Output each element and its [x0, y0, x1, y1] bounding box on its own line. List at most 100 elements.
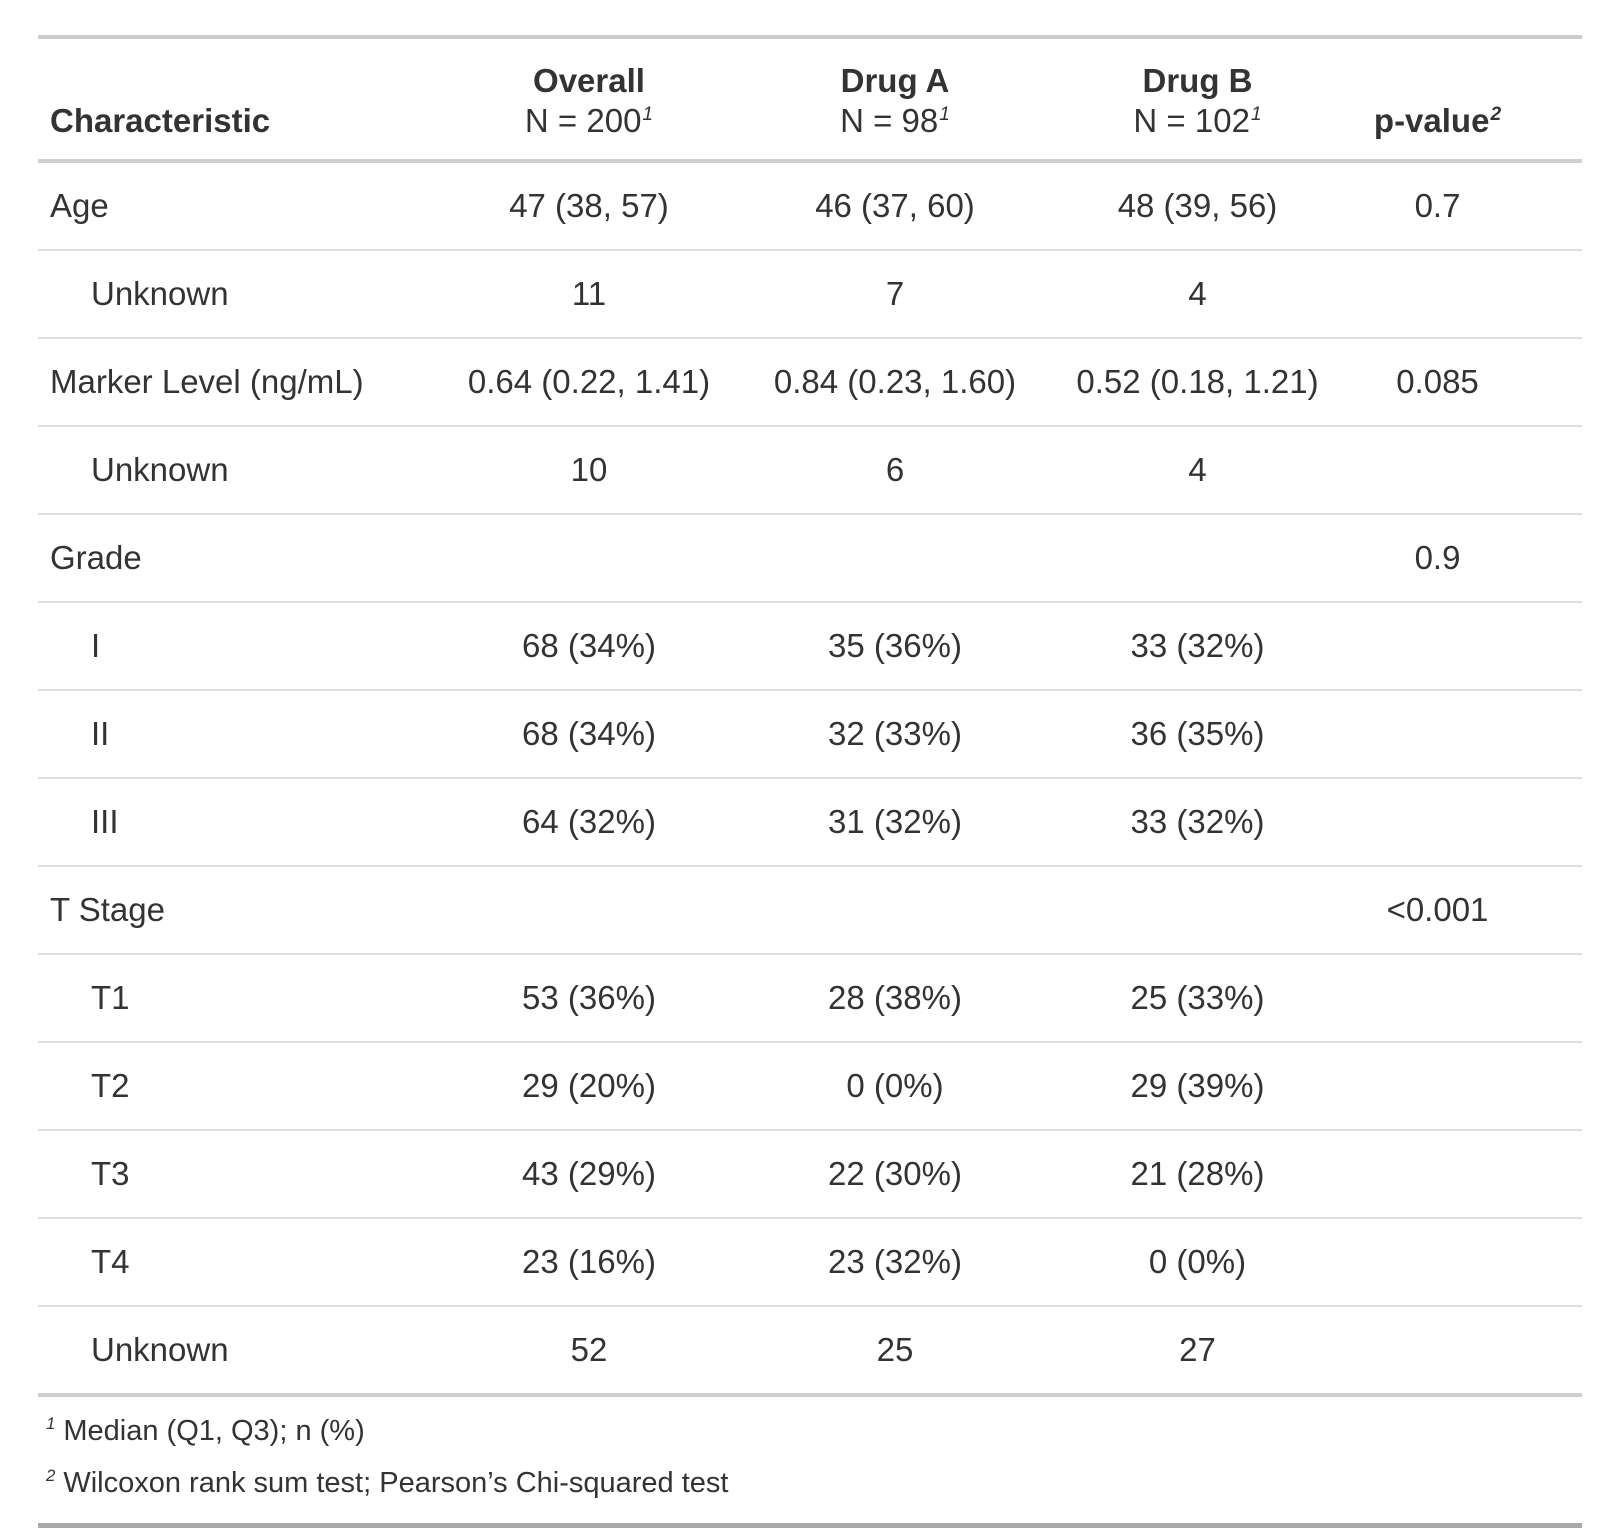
- overall-value-cell: 52: [570, 1331, 608, 1368]
- table-row: Unknown 52 25 27: [38, 1306, 1582, 1393]
- row-label-cell: Unknown: [91, 1331, 229, 1368]
- overall-value-cell: 53 (36%): [438, 954, 740, 1043]
- drug-b-value-cell: 0 (0%): [1050, 1218, 1345, 1307]
- drug-b-value-cell: 27: [1179, 1331, 1216, 1368]
- table-row: Marker Level (ng/mL) 0.64 (0.22, 1.41) 0…: [38, 338, 1582, 427]
- drug-a-value-cell: 28 (38%): [740, 954, 1050, 1043]
- p-value-cell: [1345, 602, 1582, 691]
- overall-value-cell: 68 (34%): [438, 690, 740, 779]
- p-value-cell: <0.001: [1345, 866, 1582, 955]
- overall-value-cell: 47 (38, 57): [438, 161, 740, 251]
- column-header-p-value-label: p-value: [1373, 102, 1490, 139]
- row-label-cell: T2: [38, 1042, 438, 1131]
- table-header: Characteristic Overall N = 2001 Drug A N…: [38, 39, 1582, 163]
- drug-b-value-cell: [1050, 866, 1345, 955]
- column-header-characteristic: Characteristic: [38, 39, 438, 163]
- footnote: 2 Wilcoxon rank sum test; Pearson’s Chi-s…: [46, 1457, 1570, 1509]
- p-value-cell: [1345, 1306, 1582, 1393]
- row-label-cell: III: [38, 778, 438, 867]
- row-label-cell: Unknown: [38, 426, 438, 515]
- footnotes: 1 Median (Q1, Q3); n (%) 2 Wilcoxon rank su…: [38, 1393, 1582, 1523]
- column-header-drug-b: Drug B N = 1021: [1050, 39, 1345, 163]
- column-header-drug-a-n: N = 981: [840, 102, 950, 139]
- overall-value-cell: [438, 866, 740, 955]
- overall-value-cell: 68 (34%): [438, 602, 740, 691]
- drug-a-value-cell: 31 (32%): [740, 778, 1050, 867]
- overall-value-cell: 11: [438, 250, 740, 339]
- drug-a-value-cell: 46 (37, 60): [740, 161, 1050, 251]
- overall-value-cell: 29 (20%): [438, 1042, 740, 1131]
- p-value-cell: 0.085: [1345, 338, 1582, 427]
- column-header-p-value: p-value2: [1345, 39, 1582, 163]
- p-value-cell: [1345, 250, 1582, 339]
- column-header-characteristic-label: Characteristic: [50, 102, 271, 139]
- footnote-text: Wilcoxon rank sum test; Pearson’s Chi-sq…: [63, 1467, 729, 1499]
- table-row: Unknown 11 7 4: [38, 250, 1582, 339]
- footnote-marker: 2: [1490, 104, 1502, 125]
- drug-a-value-cell: [740, 514, 1050, 603]
- summary-table: Characteristic Overall N = 2001 Drug A N…: [38, 39, 1582, 1393]
- footnote-marker: 1: [1250, 104, 1262, 125]
- overall-value-cell: 23 (16%): [438, 1218, 740, 1307]
- overall-value-cell: 10: [438, 426, 740, 515]
- overall-value-cell: 0.64 (0.22, 1.41): [438, 338, 740, 427]
- column-header-overall: Overall N = 2001: [438, 39, 740, 163]
- p-value-cell: 0.9: [1345, 514, 1582, 603]
- row-label-cell: T4: [38, 1218, 438, 1307]
- drug-b-value-cell: 48 (39, 56): [1050, 161, 1345, 251]
- row-label-cell: T1: [38, 954, 438, 1043]
- drug-a-value-cell: 0.84 (0.23, 1.60): [740, 338, 1050, 427]
- column-header-drug-a-title: Drug A: [840, 62, 950, 99]
- drug-b-value-cell: 29 (39%): [1050, 1042, 1345, 1131]
- drug-a-value-cell: 23 (32%): [740, 1218, 1050, 1307]
- table-row: T Stage <0.001: [38, 866, 1582, 955]
- drug-b-value-cell: 4: [1050, 250, 1345, 339]
- p-value-cell: [1345, 1218, 1582, 1307]
- table-row: III 64 (32%) 31 (32%) 33 (32%): [38, 778, 1582, 867]
- table-row: T4 23 (16%) 23 (32%) 0 (0%): [38, 1218, 1582, 1307]
- footnote-marker: 1: [46, 1414, 56, 1434]
- row-label-cell: T3: [38, 1130, 438, 1219]
- table-row: II 68 (34%) 32 (33%) 36 (35%): [38, 690, 1582, 779]
- table-row: I 68 (34%) 35 (36%) 33 (32%): [38, 602, 1582, 691]
- row-label-cell: T Stage: [38, 866, 438, 955]
- footnote-text: Median (Q1, Q3); n (%): [63, 1415, 365, 1447]
- overall-value-cell: [438, 514, 740, 603]
- drug-b-value-cell: [1050, 514, 1345, 603]
- table-row: Grade 0.9: [38, 514, 1582, 603]
- column-header-overall-n: N = 2001: [524, 102, 654, 139]
- p-value-cell: [1345, 426, 1582, 515]
- drug-b-value-cell: 25 (33%): [1050, 954, 1345, 1043]
- overall-value-cell: 43 (29%): [438, 1130, 740, 1219]
- drug-b-value-cell: 0.52 (0.18, 1.21): [1050, 338, 1345, 427]
- drug-b-value-cell: 4: [1050, 426, 1345, 515]
- column-header-drug-b-title: Drug B: [1142, 62, 1253, 99]
- row-label-cell: Marker Level (ng/mL): [38, 338, 438, 427]
- drug-b-value-cell: 36 (35%): [1050, 690, 1345, 779]
- table-row: T1 53 (36%) 28 (38%) 25 (33%): [38, 954, 1582, 1043]
- drug-a-value-cell: 25: [876, 1331, 914, 1368]
- drug-a-value-cell: 32 (33%): [740, 690, 1050, 779]
- drug-a-value-cell: 7: [740, 250, 1050, 339]
- header-row: Characteristic Overall N = 2001 Drug A N…: [38, 39, 1582, 163]
- table-row: T2 29 (20%) 0 (0%) 29 (39%): [38, 1042, 1582, 1131]
- footnote-marker: 1: [642, 104, 654, 125]
- row-label-cell: Grade: [38, 514, 438, 603]
- drug-b-value-cell: 33 (32%): [1050, 602, 1345, 691]
- p-value-cell: [1345, 1130, 1582, 1219]
- table-row: Unknown 10 6 4: [38, 426, 1582, 515]
- drug-a-value-cell: 6: [740, 426, 1050, 515]
- footnote: 1 Median (Q1, Q3); n (%): [46, 1405, 1570, 1457]
- table-body: Age 47 (38, 57) 46 (37, 60) 48 (39, 56) …: [38, 161, 1582, 1393]
- drug-a-value-cell: 35 (36%): [740, 602, 1050, 691]
- row-label-cell: II: [38, 690, 438, 779]
- drug-a-value-cell: 22 (30%): [740, 1130, 1050, 1219]
- column-header-drug-b-n: N = 1021: [1133, 102, 1262, 139]
- column-header-overall-title: Overall: [533, 62, 645, 99]
- column-header-drug-a: Drug A N = 981: [740, 39, 1050, 163]
- p-value-cell: [1345, 690, 1582, 779]
- row-label-cell: Unknown: [38, 250, 438, 339]
- p-value-cell: [1345, 1042, 1582, 1131]
- row-label-cell: I: [38, 602, 438, 691]
- p-value-cell: [1345, 954, 1582, 1043]
